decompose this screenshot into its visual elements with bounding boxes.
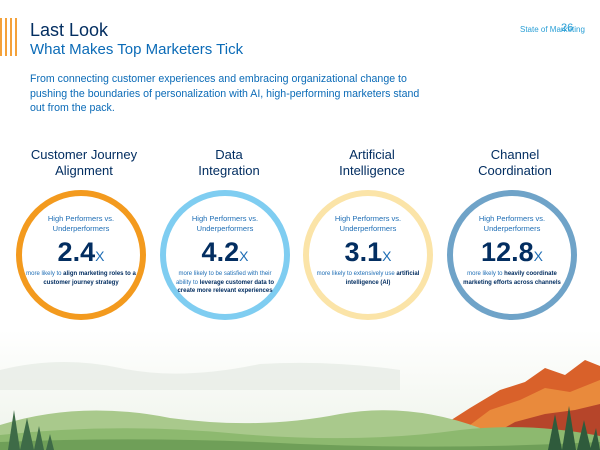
accent-bar — [0, 18, 2, 56]
accent-bar — [10, 18, 12, 56]
stat-value: 2.4X — [57, 237, 105, 267]
stat-ring: High Performers vs. Underperformers 4.2X… — [160, 190, 290, 320]
stat-ring: High Performers vs. Underperformers 2.4X… — [16, 190, 146, 320]
column-title-line: Data — [215, 147, 243, 162]
tree-group — [8, 410, 54, 450]
column-title: Data Integration — [164, 147, 294, 179]
column-title-line: Customer Journey — [30, 147, 138, 162]
comparison-label: High Performers vs. — [478, 214, 546, 223]
stat-value: 4.2X — [201, 237, 249, 267]
landscape-illustration — [0, 330, 600, 450]
stat-description: more likely to align marketing roles to … — [26, 271, 136, 286]
section-label: State of Marketing — [520, 25, 585, 34]
column-title-line: Alignment — [55, 163, 113, 178]
column-title-line: Intelligence — [339, 163, 405, 178]
stat-description: more likely to be satisfied with their a… — [175, 271, 275, 294]
stat-description: more likely to extensively use artificia… — [316, 271, 420, 286]
column-title: Artificial Intelligence — [307, 147, 437, 179]
accent-bars — [0, 18, 20, 56]
comparison-label: Underperformers — [196, 224, 254, 233]
column-title-line: Channel — [490, 147, 540, 162]
cloud-shape — [0, 361, 400, 390]
stat-description: more likely to heavily coordinate market… — [463, 271, 561, 286]
column-title-line: Artificial — [349, 147, 395, 162]
comparison-label: Underperformers — [339, 224, 397, 233]
stat-value: 12.8X — [481, 237, 543, 267]
page-number: 26 — [561, 22, 574, 34]
stat-value: 3.1X — [344, 237, 392, 267]
page-subtitle: What Makes Top Marketers Tick — [30, 41, 244, 58]
hill-shape — [0, 439, 600, 450]
tree-group — [548, 406, 600, 450]
accent-bar — [15, 18, 17, 56]
column-title-line: Coordination — [478, 163, 552, 178]
comparison-label: High Performers vs. — [47, 214, 115, 223]
comparison-label: High Performers vs. — [191, 214, 259, 223]
column-title: Customer Journey Alignment — [19, 147, 149, 179]
comparison-label: Underperformers — [483, 224, 541, 233]
comparison-label: Underperformers — [52, 224, 110, 233]
column-title-line: Integration — [198, 163, 260, 178]
stat-ring: High Performers vs. Underperformers 3.1X… — [303, 190, 433, 320]
page-title: Last Look — [30, 20, 109, 40]
column-title: Channel Coordination — [450, 147, 580, 179]
stat-ring: High Performers vs. Underperformers 12.8… — [447, 190, 577, 320]
intro-paragraph: From connecting customer experiences and… — [30, 73, 420, 114]
comparison-label: High Performers vs. — [334, 214, 402, 223]
accent-bar — [5, 18, 7, 56]
